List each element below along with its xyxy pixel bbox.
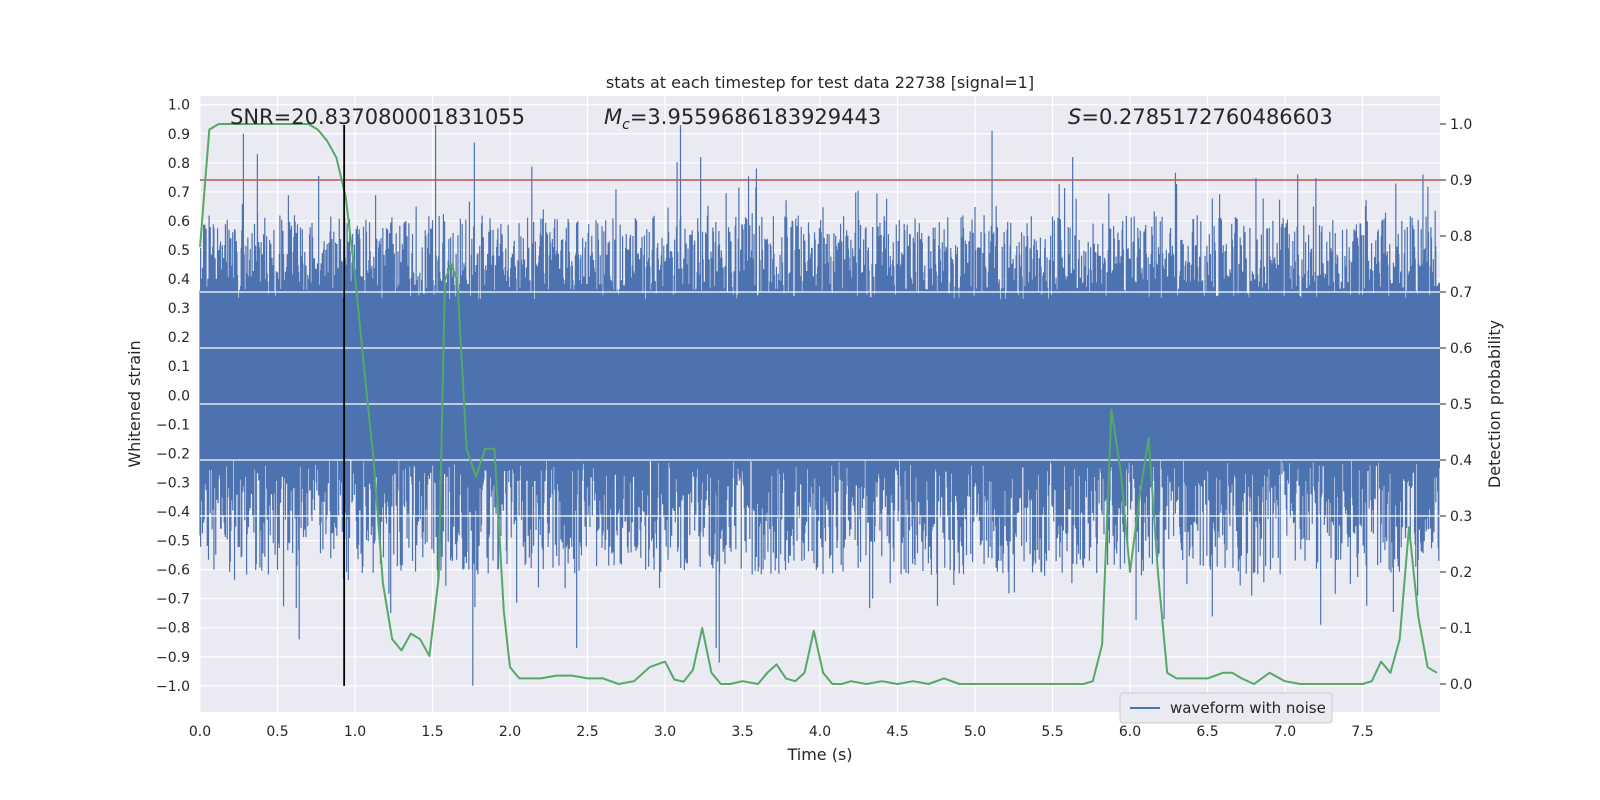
probability-line [199, 123, 1438, 685]
x-axis-label: Time (s) [786, 745, 852, 764]
mc-annotation: Mc=3.9559686183929443 [604, 105, 881, 133]
y-left-tick-label: −0.5 [156, 534, 190, 550]
x-tick-label: 1.0 [344, 724, 366, 740]
y-left-tick-label: −1.0 [156, 679, 190, 695]
x-tick-label: 4.0 [809, 724, 831, 740]
y-left-axis-ticks: 1.0 0.9 0.8 0.7 0.6 0.5 0.4 0.3 0.2 0.1 0.0 −0.1 −0.… [156, 98, 190, 695]
y-right-tick-label: 0.9 [1450, 173, 1472, 189]
mc-value: =3.9559686183929443 [630, 105, 881, 129]
y-left-tick-label: 0.9 [168, 127, 190, 143]
x-tick-label: 3.5 [731, 724, 753, 740]
y-right-axis-label: Detection probability [1485, 320, 1504, 488]
chart-title: stats at each timestep for test data 227… [606, 73, 1034, 92]
x-tick-label: 4.5 [886, 724, 908, 740]
snr-annotation: SNR=20.837080001831055 [230, 105, 525, 129]
y-left-tick-label: −0.1 [156, 417, 190, 433]
y-left-tick-label: −0.6 [156, 563, 190, 579]
y-right-tick-label: 0.6 [1450, 341, 1472, 357]
y-left-tick-label: 1.0 [168, 98, 190, 114]
snr-value: =20.837080001831055 [274, 105, 525, 129]
x-tick-label: 1.5 [421, 724, 443, 740]
y-left-axis-label: Whitened strain [125, 340, 144, 467]
y-left-tick-label: 0.1 [168, 359, 190, 375]
x-tick-label: 5.0 [964, 724, 986, 740]
y-left-tick-label: 0.0 [168, 388, 190, 404]
x-tick-label: 2.5 [576, 724, 598, 740]
y-right-tick-label: 0.8 [1450, 229, 1472, 245]
x-tick-label: 2.0 [499, 724, 521, 740]
s-value: =0.2785172760486603 [1081, 105, 1332, 129]
x-tick-label: 7.5 [1351, 724, 1373, 740]
x-tick-label: 0.5 [266, 724, 288, 740]
y-left-tick-label: −0.4 [156, 505, 190, 521]
y-right-tick-label: 0.1 [1450, 621, 1472, 637]
y-left-tick-label: −0.9 [156, 650, 190, 666]
y-right-tick-label: 0.2 [1450, 565, 1472, 581]
legend: waveform with noise [1119, 692, 1333, 724]
snr-label: SNR [230, 105, 274, 129]
y-right-tick-label: 0.3 [1450, 509, 1472, 525]
s-symbol: S [1068, 105, 1081, 129]
x-tick-label: 0.0 [189, 724, 211, 740]
mc-symbol: M [604, 105, 622, 129]
y-left-tick-label: 0.4 [168, 272, 190, 288]
y-right-tick-label: 0.0 [1450, 677, 1472, 693]
mc-subscript: c [622, 117, 630, 133]
x-tick-label: 5.5 [1041, 724, 1063, 740]
waveform-core [200, 308, 1440, 460]
y-left-tick-label: 0.3 [168, 301, 190, 317]
y-left-tick-label: −0.3 [156, 475, 190, 491]
y-left-tick-label: 0.7 [168, 185, 190, 201]
s-annotation: S=0.2785172760486603 [1068, 105, 1333, 129]
y-right-tick-label: 0.7 [1450, 285, 1472, 301]
x-tick-label: 3.0 [654, 724, 676, 740]
x-axis-ticks: 0.0 0.5 1.0 1.5 2.0 2.5 3.0 3.5 4.0 4.5 5.0 5.5 6.0 6… [189, 724, 1374, 740]
x-tick-label: 6.5 [1196, 724, 1218, 740]
y-left-tick-label: 0.6 [168, 214, 190, 230]
y-left-tick-label: −0.8 [156, 621, 190, 637]
y-right-tick-label: 1.0 [1450, 117, 1472, 133]
probability-series [199, 123, 1438, 685]
legend-label: waveform with noise [1170, 699, 1326, 717]
legend-box [1119, 692, 1333, 724]
y-left-tick-label: 0.2 [168, 330, 190, 346]
y-left-tick-label: −0.7 [156, 592, 190, 608]
waveform-series [199, 125, 1440, 686]
y-left-tick-label: 0.8 [168, 156, 190, 172]
y-left-tick-label: 0.5 [168, 243, 190, 259]
y-right-axis-ticks: 1.0 0.9 0.8 0.7 0.6 0.5 0.4 0.3 0.2 0.1 0.0 [1440, 117, 1472, 693]
x-tick-label: 7.0 [1274, 724, 1296, 740]
x-tick-label: 6.0 [1119, 724, 1141, 740]
y-left-tick-label: −0.2 [156, 446, 190, 462]
y-right-tick-label: 0.4 [1450, 453, 1472, 469]
y-right-tick-label: 0.5 [1450, 397, 1472, 413]
